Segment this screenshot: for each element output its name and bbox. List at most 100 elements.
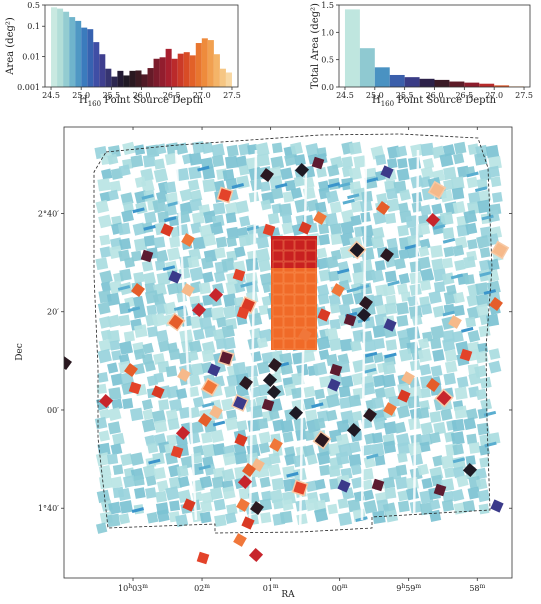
pointing-tile [107,421,121,435]
pointing-tile [294,154,306,166]
deep-tile-outline [272,305,284,317]
pointing-tile [439,211,454,226]
histogram-2-ylabel: Total Area (deg²) [310,3,321,89]
blue-strip-tile [286,471,299,478]
pointing-tile [110,373,124,386]
pointing-tile [374,387,387,399]
ytick-label: 0.01 [22,53,40,62]
pointing-tile [327,503,338,515]
pointing-tile [256,417,269,430]
pointing-tile [188,386,200,398]
pointing-tile [144,360,156,372]
ytick-label: 1°40′ [38,504,59,513]
pointing-tile [224,416,239,431]
pointing-tile [396,168,410,182]
blue-strip-tile [132,207,145,214]
survey-outline [93,133,493,534]
pointing-tile [238,164,250,176]
pointing-tile [210,306,225,321]
pointing-tile [226,226,240,240]
depth-marker [401,371,415,385]
pointing-tile [420,421,434,435]
pointing-tile [111,350,122,361]
depth-marker [359,296,373,310]
blue-strip-tile [337,182,351,188]
pointing-tile [386,237,398,250]
pointing-tile [384,270,397,283]
deep-tile-outline [283,250,295,262]
pointing-tile [384,487,397,500]
deep-tile-outline [294,283,306,295]
pointing-tile [216,316,227,328]
pointing-tile [145,475,157,487]
blue-strip-tile [141,194,154,200]
pointing-tile [280,419,294,434]
depth-marker [234,433,248,447]
pointing-tile [141,179,155,193]
histogram-bar [57,8,64,87]
histogram-bar [344,9,360,87]
pointing-tile [258,383,271,397]
pointing-tile [420,303,433,315]
pointing-tile [202,443,216,458]
pointing-tile [98,430,110,442]
pointing-tile [407,395,421,409]
histogram-bar [219,68,226,87]
pointing-tile [440,189,454,203]
pointing-tile [222,305,237,320]
pointing-tile [188,374,201,387]
pointing-tile [97,178,111,192]
histogram-bar [69,17,76,88]
pointing-tile [107,329,121,343]
pointing-tile [432,455,444,467]
blue-strip-tile [327,182,341,188]
blue-strip-tile [311,402,324,409]
pointing-tile [341,293,355,306]
deep-tile-outline [294,239,306,251]
pointing-tile [200,157,214,171]
pointing-tile [406,487,420,501]
pointing-tile [430,325,445,340]
ytick-label: 0.5 [27,1,40,10]
pointing-tile [133,324,148,338]
pointing-tile [409,500,423,514]
pointing-tile [350,214,362,227]
pointing-tile [213,498,226,511]
pointing-tile [478,189,492,203]
pointing-tile [430,337,442,350]
pointing-tile [468,191,481,205]
histogram-1-xlabel: H160 Point Source Depth [79,95,204,108]
pointing-tile [475,303,490,317]
pointing-tile [110,476,123,489]
pointing-tile [145,487,157,499]
pointing-tile [190,420,204,434]
pointing-tile [109,180,122,193]
pointing-tile [134,144,146,156]
pointing-tile [209,487,223,501]
pointing-tile [348,141,362,155]
depth-marker [262,223,276,237]
blue-strip-tile [347,193,360,200]
histogram-bar [87,29,94,87]
pointing-tile [147,442,159,454]
pointing-tile [158,340,171,353]
pointing-tile [439,153,454,168]
pointing-tile [466,294,480,307]
pointing-tile [255,142,270,157]
gap-line [412,149,420,531]
pointing-tile [108,387,122,401]
pointing-tile [417,463,430,476]
pointing-tile [478,325,491,338]
pointing-tile [329,201,342,214]
blue-strip-tile [117,285,131,291]
pointing-tile [419,238,431,250]
pointing-tile [351,372,365,386]
pointing-tile [452,466,465,479]
pointing-tile [211,154,225,168]
depth-marker [298,221,312,235]
pointing-tile [451,330,464,343]
pointing-tile [226,144,239,157]
pointing-tile [337,270,352,285]
pointing-tile [348,394,362,408]
depth-marker [166,312,186,332]
